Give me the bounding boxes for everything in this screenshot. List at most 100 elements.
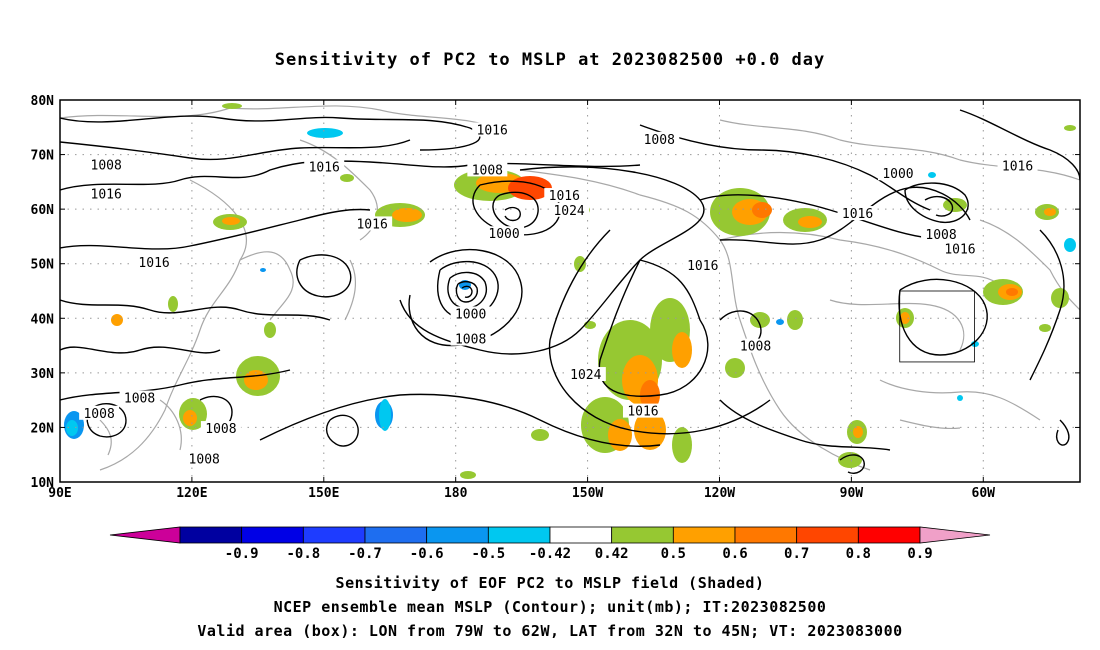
contour-label-bg [877,166,918,181]
colorbar-segment [919,526,991,544]
chart-title: Sensitivity of PC2 to MSLP at 2023082500… [274,50,826,70]
contour-label: 1016 [842,207,873,222]
isobar-6 [492,191,539,229]
contour-label: 1008 [189,453,220,468]
contour-label: 1000 [455,307,486,322]
contour-label: 1008 [124,392,155,407]
lon-tick-label: 90W [840,486,864,501]
contour-label: 1016 [627,405,658,420]
contour-label-bg [200,421,241,436]
isobar-18 [904,182,969,224]
contour-label: 1024 [553,204,584,219]
negative-blob-11 [260,268,266,272]
isobar-30 [1056,419,1070,446]
shade-blob-47 [340,174,354,182]
sensitivity-shading [64,103,1076,479]
colorbar-segment [611,526,674,544]
shade-blob-27 [183,410,197,426]
lon-tick-label: 150E [308,486,339,501]
lon-tick-label: 120W [704,486,735,501]
isobar-34 [60,369,291,401]
shade-blob-35 [725,358,745,378]
contour-label: 1000 [882,167,913,182]
coastline-7 [879,379,1041,421]
colorbar-segment [734,526,798,544]
shade-blob-16 [752,202,772,218]
colorbar-tick-label: 0.8 [846,546,871,562]
shade-blob-46 [222,103,242,109]
contour-label: 1008 [83,407,114,422]
coastlines [60,105,1080,471]
isobar-13 [598,259,709,397]
contour-label-bg [86,186,127,201]
contour-label: 1016 [944,243,975,258]
lon-tick-label: 120E [176,486,207,501]
colorbar-tick-label: -0.8 [286,546,320,562]
isobar-25 [86,403,127,438]
contour-label-bg [682,257,723,272]
contour-label: 1024 [570,368,601,383]
coastline-10 [159,399,182,451]
shade-blob-4 [392,208,422,222]
shade-blob-43 [1039,324,1051,332]
colorbar-segment [796,526,859,544]
shade-blob-39 [672,427,692,463]
contour-label: 1016 [309,161,340,176]
coastline-5 [719,231,1001,286]
isobar-29 [719,399,891,451]
isobar-5 [472,180,561,236]
contour-label: 1008 [925,228,956,243]
contour-label: 1000 [488,227,519,242]
colorbar-segment [179,526,243,544]
lon-tick-label: 90E [48,486,71,501]
shade-blob-51 [634,410,666,450]
contour-label-bg [472,122,513,137]
colorbar-segment [549,526,613,544]
contour-label-bg [134,255,175,270]
contour-label-bg [549,202,590,217]
contour-label-bg [304,159,345,174]
colorbar-segment [364,526,428,544]
contour-label-bg [184,451,225,466]
shade-blob-41 [111,314,123,326]
lon-tick-label: 150W [572,486,603,501]
lon-tick-label: 60W [972,486,996,501]
contour-label: 1016 [687,259,718,274]
colorbar-tick-label: -0.9 [225,546,259,562]
coastline-9 [979,219,1080,311]
shade-blob-49 [460,471,476,479]
colorbar-segment [857,526,921,544]
isobar-17 [699,194,931,239]
contour-label-bg [837,206,878,221]
valid-area-box [899,290,975,363]
coastline-4 [519,169,871,471]
contour-label: 1008 [740,340,771,355]
isobar-12 [408,248,523,347]
shade-blob-13 [608,419,632,451]
lat-tick-label: 20N [31,421,55,436]
colorbar: -0.9 -0.8 -0.7 -0.6 -0.5 -0.42 0.42 0.5 0.6 0.7 0.… [109,526,991,562]
colorbar-tick-label: 0.6 [722,546,747,562]
isobar-31 [839,454,865,474]
isobar-16 [639,124,931,211]
colorbar-segment [109,526,181,544]
contour-label: 1008 [205,422,236,437]
colorbar-segment [241,526,304,544]
coastline-11 [99,419,112,456]
colorbar-segment [487,526,551,544]
contour-label: 1016 [1002,160,1033,175]
isobar-0 [60,115,481,151]
lat-tick-label: 60N [31,203,55,218]
negative-blob-8 [971,341,979,347]
colorbar-tick-label: 0.9 [907,546,932,562]
contour-label-bg [565,367,606,382]
coastline-6 [829,299,965,351]
contour-label-bg [79,405,120,420]
contour-label-bg [997,158,1038,173]
shade-blob-34 [1051,288,1069,308]
contour-label: 1016 [549,189,580,204]
negative-blob-2 [379,399,391,431]
valid-area-rectangle [899,290,975,363]
